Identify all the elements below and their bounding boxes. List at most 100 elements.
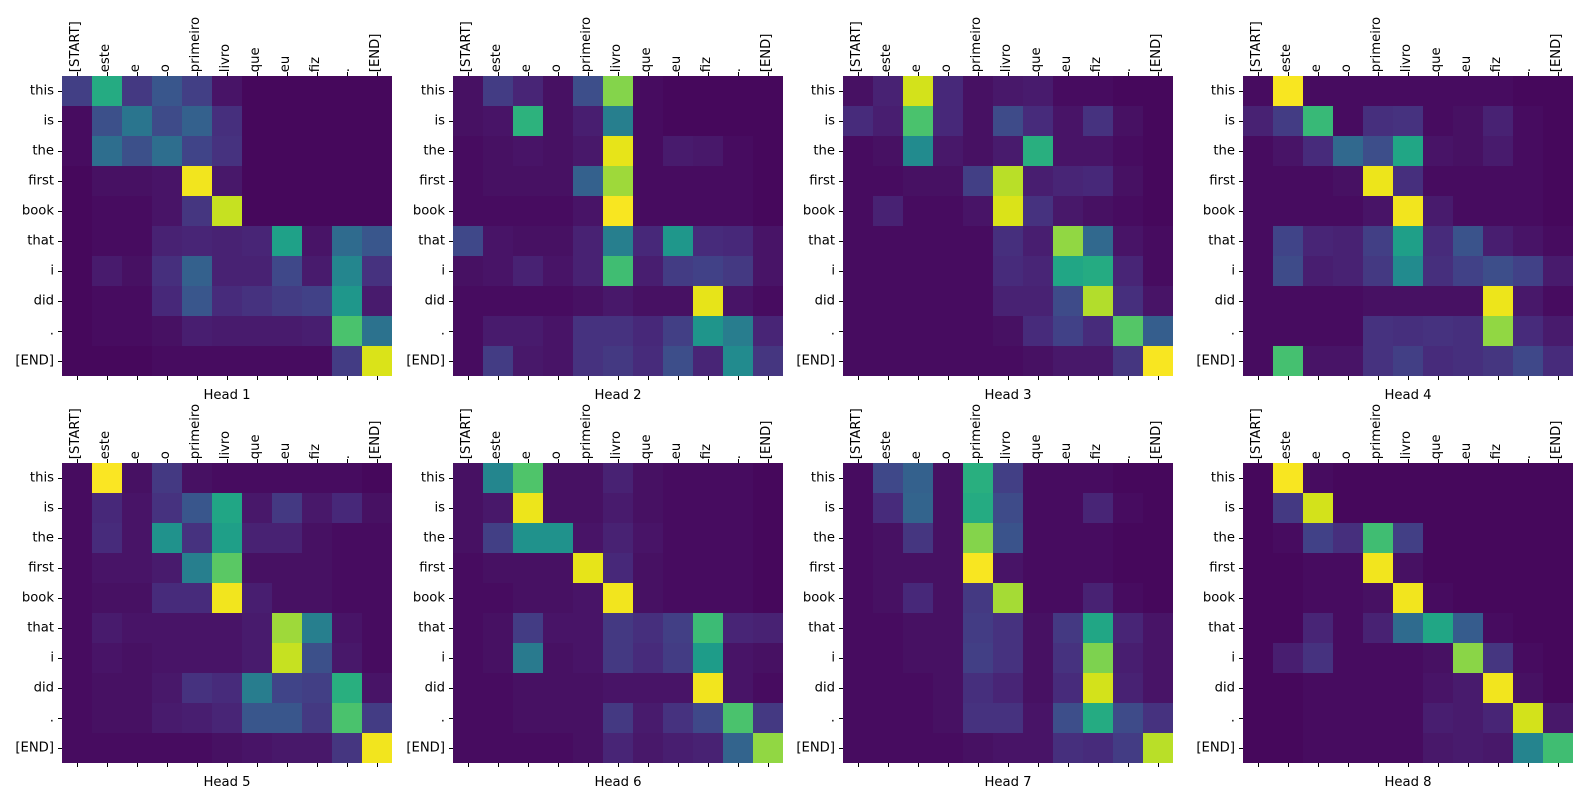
y-tick-label: that [808,233,835,249]
heatmap-cell [1113,703,1143,733]
heatmap-cell [1023,196,1053,226]
heatmap-cell [633,673,663,703]
heatmap-cell [453,613,483,643]
heatmap-cell [1303,196,1333,226]
heatmap-cell [122,493,152,523]
heatmap-cell [332,583,362,613]
heatmap-cell [152,76,182,106]
y-tick-label: . [830,323,835,339]
heatmap-cell [1513,583,1543,613]
y-tick-label: this [1210,470,1235,486]
heatmap-cell [1453,346,1483,376]
bottom-tick-mark [257,763,258,767]
heatmap-cell [62,643,92,673]
x-tick-mark [648,459,649,463]
heatmap-cell [723,733,753,763]
y-tick-label: book [802,590,835,606]
y-tick-label: did [814,680,835,696]
y-tick-label: [END] [406,740,445,756]
heatmap-cell [152,136,182,166]
heatmap-cell [1113,583,1143,613]
x-tick-label: o [157,450,173,459]
heatmap-cell [1303,643,1333,673]
heatmap-cell [963,256,993,286]
x-tick-mark [167,72,168,76]
heatmap-cell [993,613,1023,643]
x-tick-label: que [1028,434,1044,459]
heatmap-cell [1083,493,1113,523]
x-tick-mark [768,72,769,76]
heatmap-cell [122,733,152,763]
heatmap-grid [1243,76,1573,376]
heatmap-cell [1243,106,1273,136]
y-tick-label: first [28,173,54,189]
x-tick-mark [1068,459,1069,463]
heatmap-cell [633,553,663,583]
heatmap-cell [543,523,573,553]
heatmap-cell [182,643,212,673]
heatmap-cell [1243,226,1273,256]
heatmap-cell [453,166,483,196]
heatmap-cell [873,613,903,643]
heatmap-cell [62,673,92,703]
heatmap-cell [903,256,933,286]
heatmap-cell [212,286,242,316]
heatmap-cell [212,523,242,553]
heatmap-cell [603,166,633,196]
x-tick-label: eu [1458,55,1474,72]
heatmap-cell [1423,493,1453,523]
x-tick-label: o [1338,450,1354,459]
y-tick-mark [839,211,843,212]
heatmap-cell [302,673,332,703]
heatmap-cell [933,106,963,136]
bottom-tick-mark [257,376,258,380]
heatmap-cell [182,286,212,316]
y-tick-mark [1239,478,1243,479]
x-tick-label: primeiro [968,16,984,72]
heatmap-cell [212,643,242,673]
heatmap-cell [873,463,903,493]
x-tick-mark [1128,459,1129,463]
heatmap-cell [1393,226,1423,256]
bottom-tick-mark [287,376,288,380]
bottom-tick-mark [738,376,739,380]
heatmap-cell [933,733,963,763]
heatmap-cell [513,703,543,733]
heatmap-cell [1053,346,1083,376]
heatmap-cell [1363,583,1393,613]
heatmap-cell [963,106,993,136]
heatmap-cell [1083,523,1113,553]
heatmap-cell [603,703,633,733]
heatmap-cell [212,106,242,136]
x-tick-mark [858,459,859,463]
heatmap-cell [513,316,543,346]
heatmap-cell [1143,196,1173,226]
heatmap-cell [573,673,603,703]
y-tick-mark [58,271,62,272]
heatmap-cell [903,196,933,226]
heatmap-cell [573,196,603,226]
heatmap-cell [1273,673,1303,703]
x-tick-label: este [488,430,504,459]
y-tick-mark [839,568,843,569]
x-tick-label: fiz [698,443,714,459]
heatmap-cell [1143,493,1173,523]
x-tick-label: fiz [307,56,323,72]
heatmap-cell [693,316,723,346]
heatmap-cell [1243,583,1273,613]
x-tick-mark [1158,459,1159,463]
heatmap-cell [1113,673,1143,703]
heatmap-cell [993,106,1023,136]
y-tick-mark [58,121,62,122]
x-tick-label: que [247,434,263,459]
heatmap-cell [92,106,122,136]
heatmap-cell [873,286,903,316]
x-tick-label: [END] [758,33,774,72]
x-tick-mark [738,459,739,463]
heatmap-cell [1243,316,1273,346]
bottom-tick-mark [768,376,769,380]
heatmap-cell [272,196,302,226]
bottom-tick-marks [453,763,783,769]
heatmap-cell [723,136,753,166]
heatmap-cell [903,643,933,673]
